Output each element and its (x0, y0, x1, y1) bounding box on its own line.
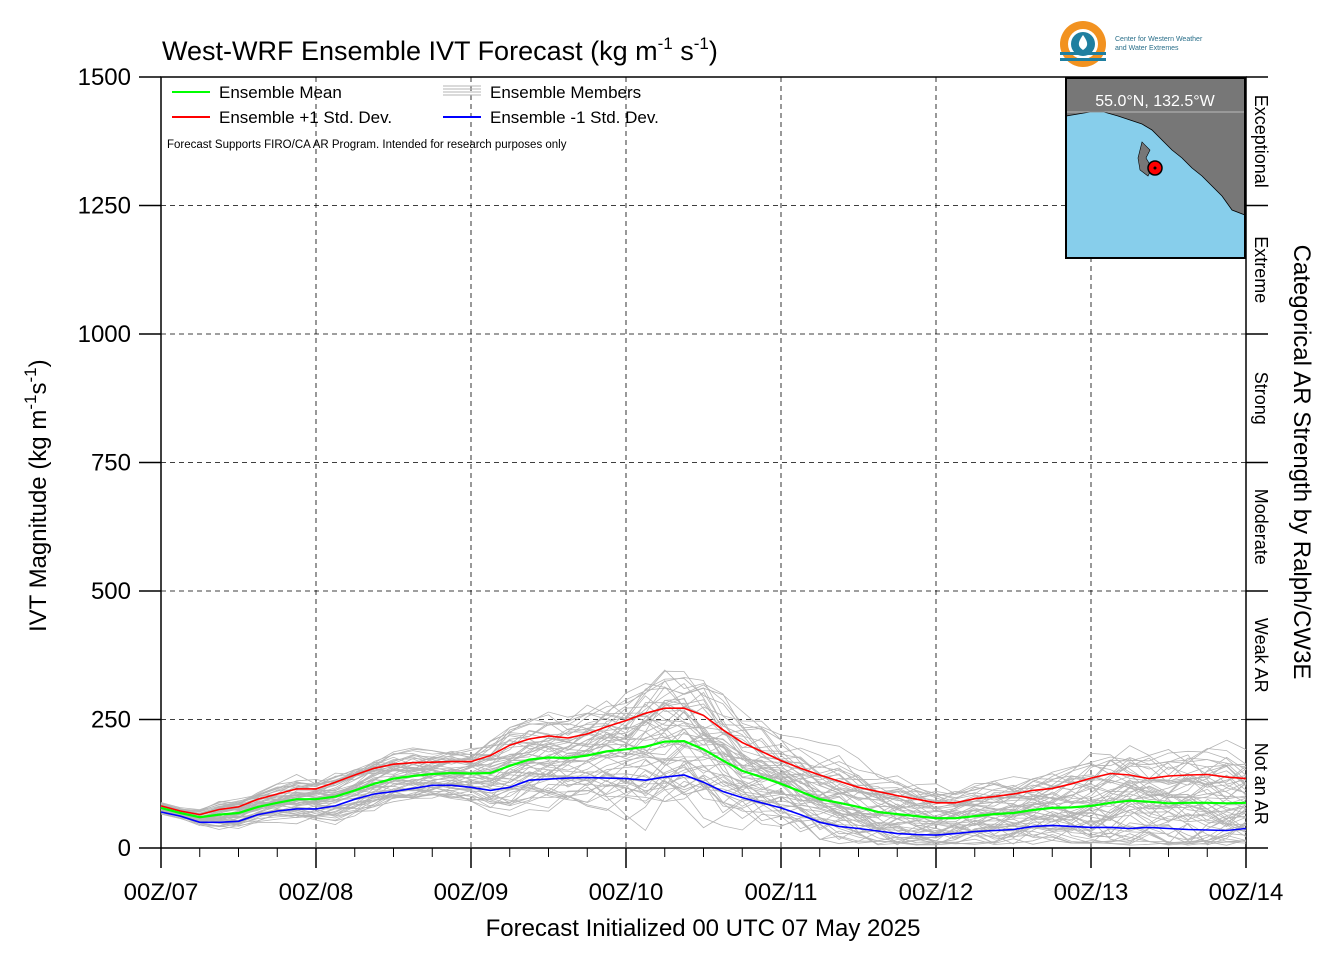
chart-title: West-WRF Ensemble IVT Forecast (kg m-1 s… (162, 34, 718, 66)
category-label: Weak AR (1251, 618, 1271, 693)
legend-members: Ensemble Members (490, 83, 641, 102)
legend: Ensemble Mean Ensemble +1 Std. Dev. Ense… (167, 83, 659, 151)
ensemble-member-line (160, 753, 1247, 845)
x-axis: 00Z/07 00Z/08 00Z/09 00Z/10 00Z/11 00Z/12 00Z/… (124, 848, 1284, 906)
ensemble-member-line (160, 728, 1247, 827)
ensemble-member-line (160, 695, 1247, 816)
y-tick-label: 0 (118, 835, 131, 862)
map-frame (1065, 77, 1246, 259)
ensemble-member-line (160, 684, 1247, 812)
ensemble-member-line (160, 754, 1247, 835)
ensemble-member-line (160, 783, 1247, 845)
ensemble-member-line (160, 776, 1247, 844)
legend-mean: Ensemble Mean (219, 83, 342, 102)
category-label: Moderate (1251, 489, 1271, 565)
map-location-label: 55.0°N, 132.5°W (1095, 93, 1215, 110)
x-tick-label: 00Z/09 (434, 879, 509, 906)
ensemble-member-line (160, 720, 1247, 827)
location-inset-map: 55.0°N, 132.5°W (1065, 77, 1246, 259)
ensemble-member-line (160, 773, 1247, 846)
category-label: Exceptional (1251, 95, 1271, 188)
location-marker-dot (1153, 166, 1157, 170)
x-tick-label: 00Z/08 (279, 879, 354, 906)
x-tick-label: 00Z/11 (745, 879, 818, 906)
y-axis: 0 250 500 750 1000 1250 1500 (78, 64, 161, 862)
x-tick-label: 00Z/13 (1054, 879, 1129, 906)
y-tick-label: 1500 (78, 64, 131, 91)
y-axis-label: IVT Magnitude (kg m-1s-1) (21, 359, 52, 632)
ensemble-member-line (160, 719, 1247, 819)
legend-plus-std: Ensemble +1 Std. Dev. (219, 108, 392, 127)
x-axis-label: Forecast Initialized 00 UTC 07 May 2025 (486, 915, 921, 942)
ensemble-statistics (160, 707, 1247, 836)
ensemble-member-line (160, 677, 1247, 815)
category-label: Strong (1251, 372, 1271, 425)
ensemble-member-line (160, 711, 1247, 822)
x-tick-label: 00Z/12 (899, 879, 974, 906)
ar-category-axis: Not an AR Weak AR Moderate Strong Extreme Exc… (1246, 76, 1271, 849)
ensemble-minus-std-line (160, 774, 1247, 836)
ensemble-member-line (160, 682, 1247, 816)
cw3e-logo: Center for Western Weather and Water Ext… (1060, 21, 1203, 67)
ensemble-plus-std-line (160, 707, 1247, 816)
y-tick-label: 750 (91, 450, 131, 477)
logo-line-1: Center for Western Weather (1115, 36, 1203, 43)
y-tick-label: 1000 (78, 321, 131, 348)
ensemble-mean-line (160, 739, 1247, 820)
ensemble-member-line (160, 776, 1247, 842)
x-tick-label: 00Z/07 (124, 879, 199, 906)
ensemble-member-line (160, 669, 1247, 815)
category-label: Extreme (1251, 236, 1271, 303)
y-tick-label: 250 (91, 707, 131, 734)
disclaimer-note: Forecast Supports FIRO/CA AR Program. In… (167, 139, 567, 151)
logo-line-2: and Water Extremes (1115, 45, 1179, 52)
x-tick-label: 00Z/14 (1209, 879, 1284, 906)
ensemble-member-line (160, 773, 1247, 846)
ensemble-member-line (160, 784, 1247, 846)
x-tick-label: 00Z/10 (589, 879, 664, 906)
legend-minus-std: Ensemble -1 Std. Dev. (490, 108, 659, 127)
category-label: Not an AR (1251, 743, 1271, 825)
legend-swatch-members (443, 85, 481, 96)
y-tick-label: 1250 (78, 193, 131, 220)
y-tick-label: 500 (91, 578, 131, 605)
right-axis-label: Categorical AR Strength by Ralph/CW3E (1288, 245, 1315, 680)
ensemble-members (160, 669, 1247, 846)
